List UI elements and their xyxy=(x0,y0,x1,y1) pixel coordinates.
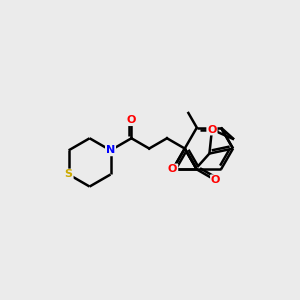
Text: N: N xyxy=(106,145,115,155)
Text: S: S xyxy=(65,169,73,179)
Text: O: O xyxy=(207,124,217,134)
Text: O: O xyxy=(127,115,136,125)
Text: O: O xyxy=(168,164,177,174)
Text: O: O xyxy=(211,175,220,185)
